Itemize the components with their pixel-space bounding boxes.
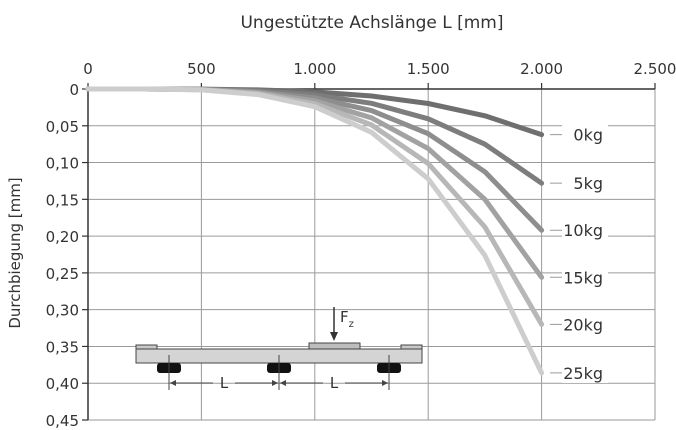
y-tick-label: 0 (69, 81, 79, 99)
series-label: 25kg (563, 364, 603, 383)
label-backdrop (562, 265, 608, 288)
force-label: Fz (340, 308, 354, 330)
dim-arrow (382, 380, 388, 386)
y-tick-label: 0,05 (46, 118, 79, 136)
support-diagram: L L Fz (135, 307, 423, 392)
grid (88, 89, 656, 421)
y-tick-label: 0,40 (46, 375, 79, 393)
x-tick-labels: 0 500 1.000 1.500 2.000 2.500 (83, 60, 676, 78)
label-backdrop (562, 171, 608, 194)
series-labels: 0kg 5kg 10kg 15kg 20kg 25kg (550, 122, 608, 383)
x-tick-label: 1.500 (407, 60, 450, 78)
series-label: 20kg (563, 315, 603, 334)
y-tick-label: 0,35 (46, 338, 79, 356)
x-tick-label: 1.000 (293, 60, 336, 78)
span-label-2: L (330, 374, 339, 392)
x-tick-label: 0 (83, 60, 93, 78)
y-tick-label: 0,30 (46, 302, 79, 320)
dim-arrow (272, 380, 278, 386)
dim-arrow (170, 380, 176, 386)
series-label: 5kg (573, 174, 603, 193)
y-tick-labels: 0 0,05 0,10 0,15 0,20 0,25 0,30 0,35 0,40 0,45 (46, 81, 79, 430)
carriage (308, 342, 361, 350)
series-lines (85, 86, 545, 376)
x-tick-label: 2.000 (520, 60, 563, 78)
series-label: 10kg (563, 221, 603, 240)
span-label-1: L (220, 374, 229, 392)
chart-title: Ungestützte Achslänge L [mm] (240, 13, 503, 33)
series-label: 15kg (563, 268, 603, 287)
label-backdrop (562, 122, 608, 145)
y-tick-label: 0,20 (46, 228, 79, 246)
label-backdrop (562, 312, 608, 335)
dim-arrow (280, 380, 286, 386)
x-tick-label: 500 (187, 60, 216, 78)
force-arrow-head (330, 332, 338, 341)
y-tick-label: 0,25 (46, 265, 79, 283)
series-label: 0kg (573, 126, 603, 145)
y-tick-label: 0,10 (46, 155, 79, 173)
series-line (85, 86, 545, 376)
label-backdrop (562, 218, 608, 241)
x-tick-label: 2.500 (634, 60, 676, 78)
y-axis-label: Durchbiegung [mm] (6, 177, 24, 328)
force-label-subscript: z (349, 319, 354, 330)
y-tick-label: 0,15 (46, 191, 79, 209)
y-tick-label: 0,45 (46, 412, 79, 430)
label-backdrop (562, 360, 608, 383)
force-label-main: F (340, 308, 349, 326)
